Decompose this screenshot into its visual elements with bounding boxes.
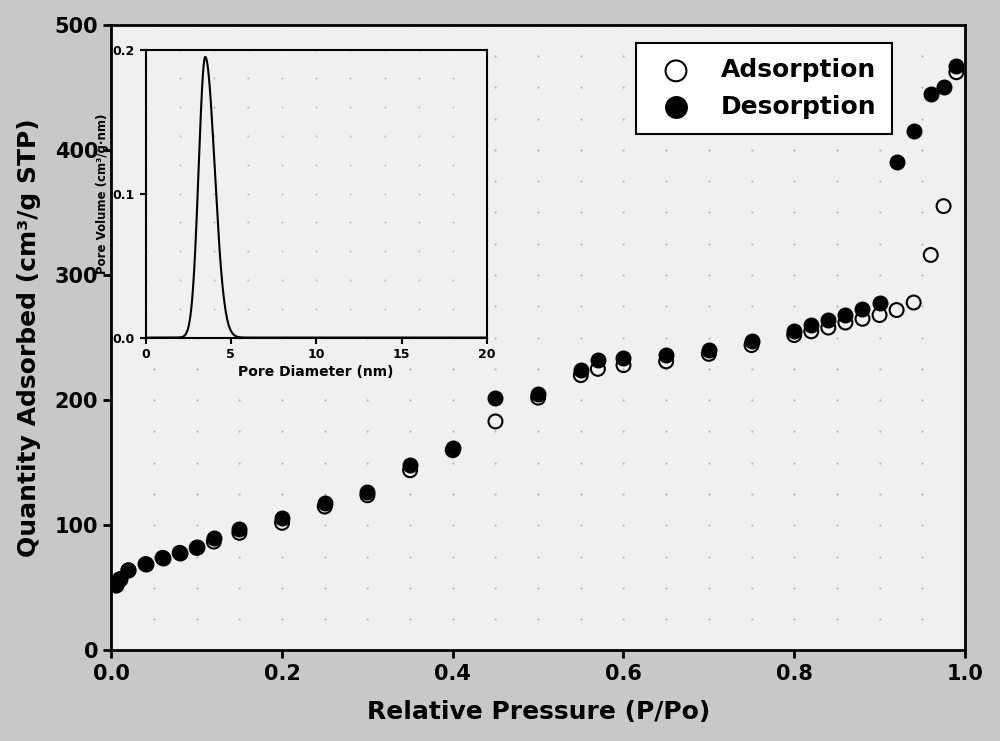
Desorption xyxy=(615,352,631,364)
Adsorption xyxy=(155,552,171,564)
Adsorption xyxy=(658,356,674,368)
Desorption xyxy=(138,558,154,570)
Adsorption xyxy=(803,325,819,337)
Adsorption xyxy=(872,309,888,321)
Adsorption xyxy=(936,200,952,212)
Adsorption xyxy=(744,339,760,351)
Desorption xyxy=(274,512,290,524)
Desorption xyxy=(172,547,188,559)
Adsorption xyxy=(112,574,128,585)
Adsorption xyxy=(820,322,836,333)
Adsorption xyxy=(402,465,418,476)
Desorption xyxy=(590,354,606,366)
Desorption xyxy=(948,60,964,72)
Desorption xyxy=(359,485,375,497)
Adsorption xyxy=(590,363,606,375)
Adsorption xyxy=(889,304,905,316)
Desorption xyxy=(658,349,674,361)
Adsorption xyxy=(317,501,333,513)
X-axis label: Relative Pressure (P/Po): Relative Pressure (P/Po) xyxy=(367,700,710,725)
Desorption xyxy=(786,325,802,337)
Desorption xyxy=(112,574,128,585)
Desorption xyxy=(744,336,760,348)
Adsorption xyxy=(573,369,589,381)
Adsorption xyxy=(120,565,136,576)
Desorption xyxy=(889,156,905,168)
Desorption xyxy=(108,579,124,591)
Desorption xyxy=(402,459,418,471)
Adsorption xyxy=(786,329,802,341)
Adsorption xyxy=(906,296,922,308)
Desorption xyxy=(820,314,836,326)
Desorption xyxy=(206,532,222,544)
Desorption xyxy=(803,319,819,331)
Adsorption xyxy=(231,527,247,539)
Adsorption xyxy=(108,579,124,591)
Desorption xyxy=(231,523,247,535)
Desorption xyxy=(530,388,546,400)
Adsorption xyxy=(615,359,631,371)
Desorption xyxy=(573,364,589,376)
Desorption xyxy=(701,344,717,356)
Adsorption xyxy=(487,416,503,428)
Desorption xyxy=(445,442,461,453)
Y-axis label: Quantity Adsorbed (cm³/g STP): Quantity Adsorbed (cm³/g STP) xyxy=(17,119,41,557)
Desorption xyxy=(120,565,136,576)
Adsorption xyxy=(837,316,853,328)
Legend: Adsorption, Desorption: Adsorption, Desorption xyxy=(636,44,892,134)
Desorption xyxy=(923,87,939,99)
Adsorption xyxy=(530,392,546,404)
Adsorption xyxy=(206,536,222,548)
Adsorption xyxy=(948,66,964,78)
Desorption xyxy=(906,125,922,137)
Adsorption xyxy=(359,489,375,501)
Adsorption xyxy=(701,348,717,360)
Desorption xyxy=(317,497,333,509)
Desorption xyxy=(189,541,205,553)
Adsorption xyxy=(138,558,154,570)
Adsorption xyxy=(923,249,939,261)
Desorption xyxy=(872,296,888,308)
Adsorption xyxy=(274,517,290,529)
Desorption xyxy=(487,392,503,404)
Desorption xyxy=(854,303,870,315)
Adsorption xyxy=(172,547,188,559)
Desorption xyxy=(837,309,853,321)
Adsorption xyxy=(189,542,205,554)
Desorption xyxy=(155,552,171,564)
Adsorption xyxy=(854,313,870,325)
Desorption xyxy=(936,82,952,93)
Adsorption xyxy=(445,445,461,456)
